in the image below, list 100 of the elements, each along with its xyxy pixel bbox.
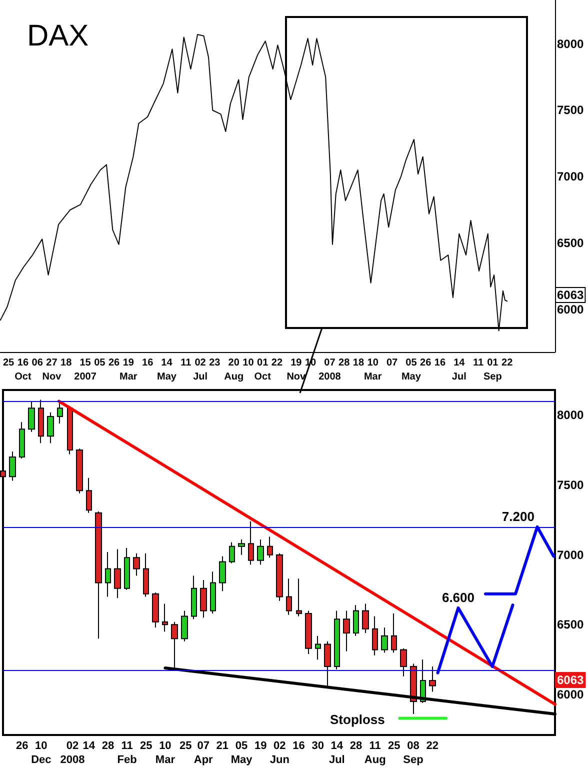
x-tick-label: 11 Aug [364,740,386,766]
candlestick [229,542,235,564]
candlestick [28,400,35,432]
candlestick [57,402,63,424]
x-tick-label: 10 [242,358,254,368]
y-tick-label: 8000 [557,408,584,422]
candlestick [210,571,216,614]
candlestick [248,520,254,566]
candlestick [334,610,340,670]
candlestick [95,511,102,640]
x-tick-label: 23 [209,358,221,368]
candlestick [152,592,159,628]
x-tick-label: 10 Mar [364,358,382,382]
x-tick-label: 28 [350,740,362,752]
x-tick-label: 11 [473,358,484,368]
candlestick [9,450,16,482]
candlestick [305,610,312,654]
candlestick [114,548,121,599]
candlestick [191,575,197,620]
x-tick-label: 02 Jun [270,740,290,766]
x-tick-label: 07 Apr [194,740,214,766]
x-tick-label: 25 [180,740,192,752]
candlestick [372,616,378,656]
candlestick [162,603,168,632]
candlestick [353,604,359,636]
text: 6063 [557,673,584,687]
y-tick-label: 7500 [557,103,584,118]
x-tick-label: 28 [338,358,350,368]
y-tick-label: 6000 [557,302,584,316]
x-tick-label: 14 Jul [452,358,467,382]
x-tick-label: 21 [216,740,229,752]
y-tick-label: 6500 [557,236,584,250]
candlestick [105,552,111,598]
x-tick-label: 22 [426,740,438,752]
x-tick-label: 08 Sep [403,740,424,766]
x-tick-label: 16 [292,740,305,752]
x-tick-label: 10 Mar [155,740,176,766]
annotation: 7.200 [502,508,534,524]
candlestick [143,552,149,598]
x-tick-label: 14 Jul [328,740,345,766]
x-tick-label: 20 Aug [224,358,244,382]
x-tick-label: 11 [180,358,192,368]
candlestick [286,578,292,616]
candlestick [276,552,283,602]
x-tick-label: 11 Feb [117,740,138,766]
x-tick-label: 16 [142,358,154,368]
candlestick [47,412,54,444]
x-tick-label: 22 [271,358,283,368]
candlestick [381,626,388,654]
x-tick-label: 19 [254,740,267,752]
x-tick-label: 19 Mar [119,358,138,382]
candlestick [19,422,25,459]
y-tick-label: 6000 [557,687,584,702]
x-tick-label: 30 [312,740,324,752]
y-tick-label: 8000 [557,36,584,51]
x-tick-label: 14 [82,740,96,752]
candlestick [238,538,245,556]
y-tick-label: 7000 [557,548,584,562]
candlestick [391,612,397,654]
candlestick [362,603,369,634]
x-tick-label: 27 Nov [42,358,62,382]
x-tick-label: 16 [434,358,446,368]
x-tick-label: 01 Oct [254,358,272,382]
candlestick [267,536,273,558]
x-tick-label: 14 May [157,358,177,382]
candlestick [429,666,436,692]
x-tick-label: 28 [102,740,114,752]
x-tick-label: 05 [94,358,106,368]
text: DAX [27,20,89,52]
x-tick-label: 22 [502,358,514,368]
candlestick [343,610,350,652]
annotation: Stoploss [330,712,385,727]
x-tick-label: 25 [140,740,152,752]
x-tick-label: 26 [16,740,28,752]
x-tick-label: 05 May [230,740,254,766]
y-tick-label: 6500 [557,618,584,632]
candlestick [133,552,140,576]
x-tick-label: 02 2008 [60,740,85,766]
x-tick-label: 18 [60,358,72,368]
candlestick [200,579,207,618]
candlestick [76,448,83,494]
text: 6063 [557,288,584,302]
x-tick-label: 01 Sep [484,358,502,382]
candlestick [400,648,407,677]
y-tick-label: 7000 [557,170,584,184]
x-tick-label: 26 [420,358,432,368]
x-tick-label: 25 [3,358,15,368]
candlestick [296,578,302,617]
x-tick-label: 05 May [401,358,422,382]
x-tick-label: 10 Dec [31,740,52,766]
candlestick [181,610,188,642]
x-tick-label: 26 [108,358,120,368]
x-tick-label: 18 [352,358,364,368]
x-tick-label: 16 Oct [14,358,32,382]
x-tick-label: 06 [32,358,44,368]
candlestick [257,538,264,566]
x-tick-label: 25 [388,740,400,752]
candlestick [219,556,226,592]
y-tick-label: 7500 [557,478,584,492]
x-tick-label: 07 [386,358,398,368]
